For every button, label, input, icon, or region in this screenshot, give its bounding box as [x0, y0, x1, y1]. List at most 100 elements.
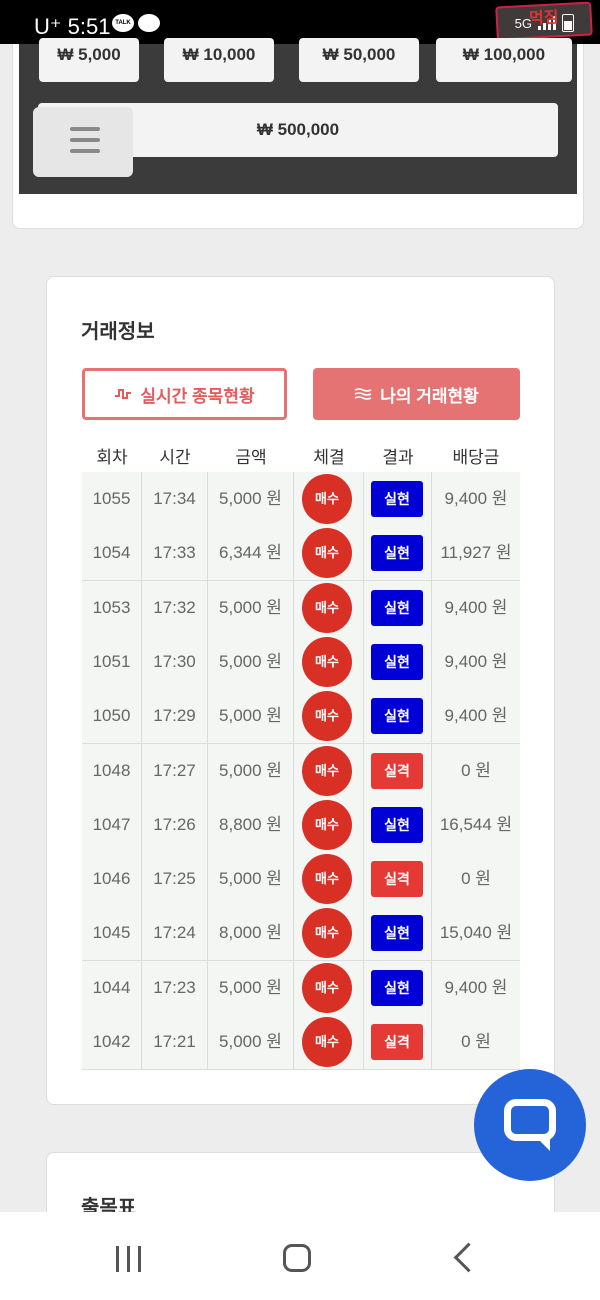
amount-button-5000[interactable]: ₩ 5,000 [39, 38, 139, 82]
watermark-logo: 먹짐 [495, 1, 593, 41]
cell-execution [294, 960, 364, 1015]
cell-round: 1042 [82, 1015, 142, 1069]
result-badge: 실현 [371, 643, 423, 680]
cell-payout: 9,400 원 [444, 651, 508, 671]
cell-time: 17:21 [142, 1015, 208, 1069]
amount-button-50000[interactable]: ₩ 50,000 [299, 38, 419, 82]
cell-payout: 9,400 원 [444, 597, 508, 617]
result-badge: 실현 [371, 698, 423, 735]
cell-amount: 5,000 원 [208, 472, 294, 526]
table-row: 1045 17:24 8,000 원 15,040 원 매수 실현 [82, 906, 520, 962]
cell-round: 1044 [82, 960, 142, 1015]
signal-icon [538, 16, 556, 30]
cell-time: 17:25 [142, 852, 208, 907]
amount-button-100000[interactable]: ₩ 100,000 [436, 38, 572, 82]
chat-bubble-tail [536, 1137, 550, 1151]
execution-badge: 매수 [302, 474, 352, 524]
cell-payout: 9,400 원 [444, 706, 508, 726]
execution-badge: 매수 [302, 1017, 352, 1067]
results-card: 출목표 [46, 1152, 555, 1213]
cell-result [364, 743, 432, 798]
cell-result [364, 1015, 432, 1069]
cell-execution [294, 526, 364, 581]
cell-payout: 0 원 [461, 1032, 491, 1051]
table-row: 1042 17:21 5,000 원 0 원 매수 실격 [82, 1015, 520, 1070]
cell-result [364, 634, 432, 689]
cell-time: 17:30 [142, 634, 208, 689]
recent-apps-icon[interactable] [116, 1246, 141, 1272]
cell-payout: 0 원 [461, 869, 491, 889]
cell-time: 17:26 [142, 797, 208, 852]
chat-button[interactable] [474, 1069, 586, 1181]
cell-amount: 5,000 원 [208, 580, 294, 635]
tab-my-trades[interactable]: 나의 거래현황 [313, 368, 520, 420]
cell-round: 1053 [82, 580, 142, 635]
cell-round: 1050 [82, 689, 142, 744]
cell-amount: 5,000 원 [208, 634, 294, 689]
table-row: 1055 17:34 5,000 원 9,400 원 매수 실현 [82, 472, 520, 527]
trade-info-card: 거래정보 실시간 종목현황 나의 거래현황 회차 시간 금액 체결 결과 배당금… [46, 276, 555, 1105]
result-badge: 실격 [371, 861, 423, 898]
lines-icon [354, 388, 372, 400]
cell-result [364, 526, 432, 581]
result-badge: 실현 [371, 535, 423, 572]
cell-time: 17:32 [142, 580, 208, 635]
col-result: 결과 [382, 448, 414, 467]
hamburger-icon[interactable] [33, 107, 133, 177]
execution-badge: 매수 [302, 908, 352, 959]
kakaotalk-icon: TALK [112, 14, 134, 32]
cell-execution [294, 797, 364, 852]
col-execution: 체결 [313, 448, 345, 467]
message-icon [138, 14, 160, 32]
tab-realtime-label: 실시간 종목현황 [140, 386, 255, 406]
result-badge: 실현 [371, 915, 423, 952]
cell-result [364, 472, 432, 526]
execution-badge: 매수 [302, 528, 352, 579]
system-nav-bar [0, 1212, 600, 1300]
table-row: 1046 17:25 5,000 원 0 원 매수 실격 [82, 852, 520, 908]
cell-round: 1047 [82, 797, 142, 852]
trade-info-title: 거래정보 [81, 321, 155, 343]
clock: 5:51 [67, 14, 111, 39]
cell-result [364, 797, 432, 852]
amount-button-10000[interactable]: ₩ 10,000 [164, 38, 274, 82]
cell-execution [294, 906, 364, 961]
cell-execution [294, 634, 364, 689]
result-badge: 실현 [371, 481, 423, 517]
execution-badge: 매수 [302, 582, 352, 633]
table-row: 1053 17:32 5,000 원 9,400 원 매수 실현 [82, 580, 520, 636]
cell-amount: 5,000 원 [208, 960, 294, 1015]
cell-round: 1051 [82, 634, 142, 689]
home-icon[interactable] [283, 1244, 311, 1272]
cell-execution [294, 580, 364, 635]
result-badge: 실격 [371, 752, 423, 789]
result-badge: 실현 [371, 806, 423, 843]
execution-badge: 매수 [302, 962, 352, 1013]
tab-realtime-status[interactable]: 실시간 종목현황 [82, 368, 287, 420]
cell-amount: 6,344 원 [208, 526, 294, 581]
battery-icon [562, 14, 574, 32]
col-time: 시간 [159, 448, 191, 467]
cell-payout: 15,040 원 [439, 923, 513, 943]
table-row: 1044 17:23 5,000 원 9,400 원 매수 실현 [82, 960, 520, 1016]
cell-payout: 11,927 원 [440, 543, 512, 563]
cell-time: 17:23 [142, 960, 208, 1015]
table-header: 회차 시간 금액 체결 결과 배당금 [82, 435, 520, 471]
table-row: 1050 17:29 5,000 원 9,400 원 매수 실현 [82, 689, 520, 745]
execution-badge: 매수 [302, 799, 352, 850]
cell-round: 1054 [82, 526, 142, 581]
cell-payout: 0 원 [461, 760, 491, 780]
cell-round: 1055 [82, 472, 142, 526]
table-row: 1051 17:30 5,000 원 9,400 원 매수 실현 [82, 634, 520, 690]
col-amount: 금액 [235, 448, 267, 467]
cell-execution [294, 1015, 364, 1069]
cell-payout: 9,400 원 [444, 977, 508, 997]
cell-result [364, 960, 432, 1015]
col-round: 회차 [96, 448, 128, 467]
back-icon[interactable] [453, 1242, 484, 1273]
cell-amount: 8,000 원 [208, 906, 294, 961]
results-title: 출목표 [81, 1197, 137, 1213]
cell-time: 17:29 [142, 689, 208, 744]
execution-badge: 매수 [302, 691, 352, 742]
status-bar: U⁺ 5:51 TALK 5G 먹짐 [0, 0, 600, 44]
